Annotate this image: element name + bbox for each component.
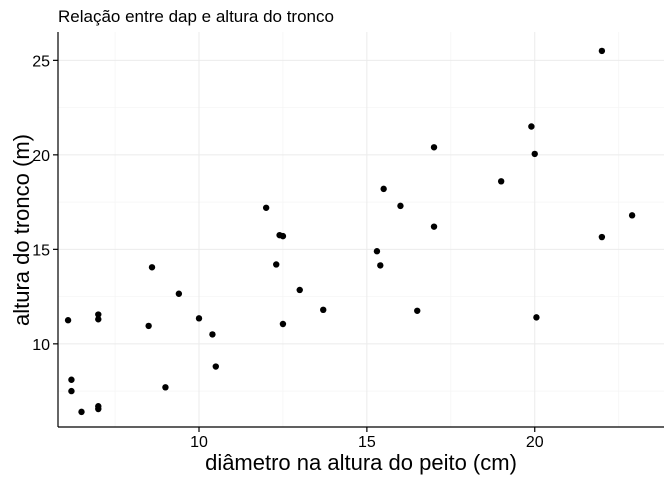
data-point-32 bbox=[533, 314, 540, 321]
data-point-1 bbox=[68, 376, 75, 383]
x-tick-label-0: 10 bbox=[190, 434, 208, 451]
chart-title: Relação entre dap e altura do tronco bbox=[58, 7, 334, 26]
x-axis-ticks: 10 15 20 bbox=[190, 427, 544, 451]
data-point-23 bbox=[377, 262, 384, 269]
data-point-8 bbox=[145, 322, 152, 330]
data-point-13 bbox=[209, 331, 216, 338]
data-point-0 bbox=[64, 317, 72, 324]
data-point-2 bbox=[68, 387, 75, 395]
data-point-19 bbox=[279, 320, 287, 328]
data-point-26 bbox=[414, 307, 421, 314]
data-point-24 bbox=[380, 185, 387, 193]
y-tick-label-1: 15 bbox=[32, 242, 50, 259]
x-axis-title: diâmetro na altura do peito (cm) bbox=[205, 450, 517, 475]
data-point-15 bbox=[262, 204, 270, 211]
data-point-12 bbox=[195, 315, 203, 322]
data-point-18 bbox=[279, 232, 287, 240]
grid bbox=[58, 32, 664, 427]
data-point-28 bbox=[430, 223, 438, 230]
data-point-21 bbox=[320, 306, 327, 314]
x-tick-label-2: 20 bbox=[526, 434, 544, 451]
data-point-9 bbox=[148, 264, 156, 271]
data-point-10 bbox=[162, 384, 169, 391]
y-axis-title: altura do tronco (m) bbox=[9, 134, 34, 326]
data-point-35 bbox=[628, 212, 636, 219]
data-point-3 bbox=[78, 408, 85, 416]
data-point-29 bbox=[497, 178, 505, 185]
y-tick-label-2: 20 bbox=[32, 148, 50, 165]
data-point-31 bbox=[531, 150, 538, 158]
data-point-25 bbox=[397, 202, 404, 210]
data-point-7 bbox=[95, 405, 102, 413]
data-point-34 bbox=[598, 233, 606, 241]
y-tick-label-0: 10 bbox=[32, 337, 50, 354]
data-point-33 bbox=[598, 47, 606, 55]
data-point-14 bbox=[212, 363, 219, 370]
data-point-20 bbox=[296, 286, 303, 294]
data-point-11 bbox=[175, 290, 183, 297]
data-point-5 bbox=[95, 316, 102, 323]
data-point-30 bbox=[528, 123, 535, 130]
y-tick-label-3: 25 bbox=[32, 53, 50, 70]
x-tick-label-1: 15 bbox=[358, 434, 376, 451]
data-points bbox=[64, 47, 636, 416]
data-point-27 bbox=[430, 144, 438, 151]
y-axis-ticks: 10 15 20 25 bbox=[32, 53, 58, 354]
data-point-16 bbox=[273, 261, 280, 268]
data-point-22 bbox=[373, 248, 381, 255]
data-point-4 bbox=[95, 311, 102, 318]
axes bbox=[57, 32, 664, 428]
